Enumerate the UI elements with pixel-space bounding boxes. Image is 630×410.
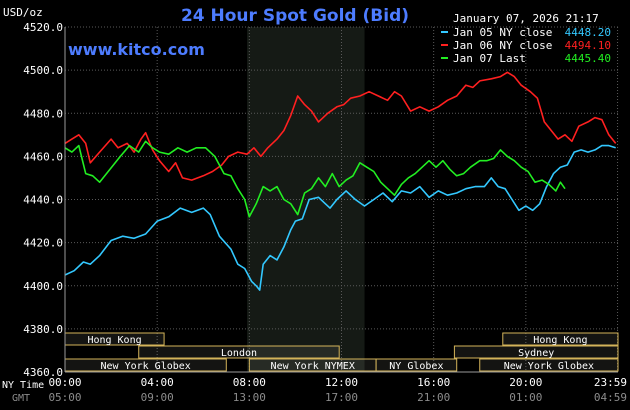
session-label: London (221, 348, 257, 359)
legend-close-value: 4445.40 (565, 52, 611, 65)
legend-label: Jan 06 NY close (453, 39, 552, 52)
series-line-1 (64, 144, 616, 291)
x-tick-label-gmt: 04:59 (594, 391, 627, 404)
y-tick-label: 4500.0 (23, 64, 63, 77)
x-tick-label-gmt: 09:00 (141, 391, 174, 404)
x-tick-label-gmt: 21:00 (417, 391, 450, 404)
x-tick-label-gmt: 05:00 (48, 391, 81, 404)
session-label: New York Globex (100, 361, 190, 372)
x-axis-label-gmt: GMT (12, 393, 30, 404)
y-tick-label: 4380.0 (23, 323, 63, 336)
source-site: www.kitco.com (68, 40, 205, 59)
y-tick-label: 4420.0 (23, 237, 63, 250)
price-series (64, 71, 617, 291)
session-label: NY Globex (389, 361, 443, 372)
legend-close-value: 4448.20 (565, 26, 611, 39)
y-axis-label: USD/oz (3, 6, 43, 19)
legend-label: Jan 07 Last (453, 52, 526, 65)
legend-close-value: 4494.10 (565, 39, 611, 52)
legend-label: Jan 05 NY close (453, 26, 552, 39)
x-tick-label-ny: 16:00 (417, 376, 450, 389)
chart-date: January 07, 2026 21:17 (453, 12, 599, 25)
y-tick-label: 4400.0 (23, 280, 63, 293)
series-line-3 (64, 140, 566, 218)
legend: Jan 05 NY close 4448.20 Jan 06 NY close 449… (441, 26, 611, 65)
x-tick-label-gmt: 17:00 (325, 391, 358, 404)
session-label: New York NYMEX (271, 361, 355, 372)
session-box (138, 345, 340, 359)
y-tick-label: 4480.0 (23, 107, 63, 120)
session-label: Hong Kong (533, 335, 587, 346)
session-box (479, 358, 619, 372)
trading-sessions: Hong Kong Hong Kong London Sydney New York G… (64, 332, 619, 372)
x-tick-label-gmt: 13:00 (233, 391, 266, 404)
x-tick-label-ny: 00:00 (48, 376, 81, 389)
x-tick-label-ny: 08:00 (233, 376, 266, 389)
y-tick-label: 4440.0 (23, 194, 63, 207)
session-label: Sydney (518, 348, 554, 359)
axes: 4360.0 4380.0 4400.0 4420.0 4440.0 4460.0 4480… (23, 21, 627, 404)
x-axis-label-ny: NY Time (2, 380, 44, 391)
x-tick-label-ny: 04:00 (141, 376, 174, 389)
session-box (453, 345, 619, 359)
x-tick-label-ny: 12:00 (325, 376, 358, 389)
session-box (502, 332, 619, 346)
y-tick-label: 4460.0 (23, 150, 63, 163)
chart-title: 24 Hour Spot Gold (Bid) (181, 6, 409, 26)
x-tick-label-gmt: 01:00 (509, 391, 542, 404)
x-tick-label-ny: 20:00 (509, 376, 542, 389)
y-tick-label: 4360.0 (23, 366, 63, 379)
x-tick-label-ny: 23:59 (594, 376, 627, 389)
y-tick-label: 4520.0 (23, 21, 63, 34)
series-line-2 (64, 71, 617, 181)
session-label: Hong Kong (87, 335, 141, 346)
session-label: New York Globex (504, 361, 594, 372)
session-box (375, 358, 458, 372)
